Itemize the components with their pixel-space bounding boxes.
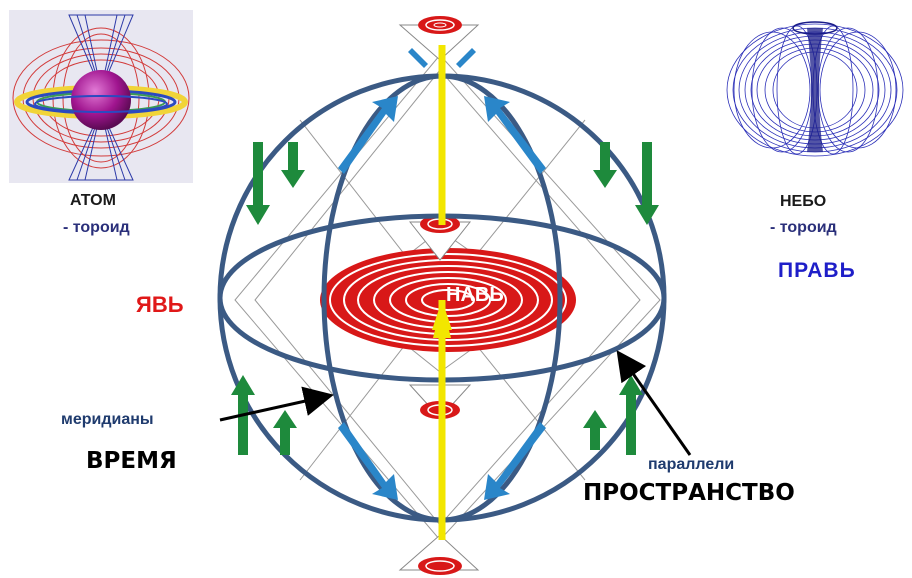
parallels-subtitle: ПРОСТРАНСТВО [583, 480, 795, 506]
atom-title: АТОМ [70, 192, 116, 209]
blue-arrow-icon [338, 48, 546, 500]
meridians-title: меридианы [61, 411, 154, 428]
sky-subtitle: - тороид [770, 219, 837, 236]
sky-title: НЕБО [780, 193, 827, 210]
prav-label: ПРАВЬ [778, 259, 856, 282]
nav-vortex [320, 248, 576, 352]
parallels-title: параллели [648, 456, 735, 473]
nav-label: НАВЬ [446, 284, 504, 306]
yav-label: ЯВЬ [136, 292, 184, 317]
green-arrow-icon [231, 142, 659, 455]
meridians-subtitle: ВРЕМЯ [86, 448, 177, 474]
axis-vortex-nodes [398, 16, 480, 575]
sky-toroid-image [722, 10, 909, 180]
black-pointer-arrow-icon [219, 350, 692, 456]
atom-toroid-image [9, 10, 193, 183]
yellow-axis [432, 45, 452, 540]
atom-subtitle: - тороид [63, 219, 130, 236]
